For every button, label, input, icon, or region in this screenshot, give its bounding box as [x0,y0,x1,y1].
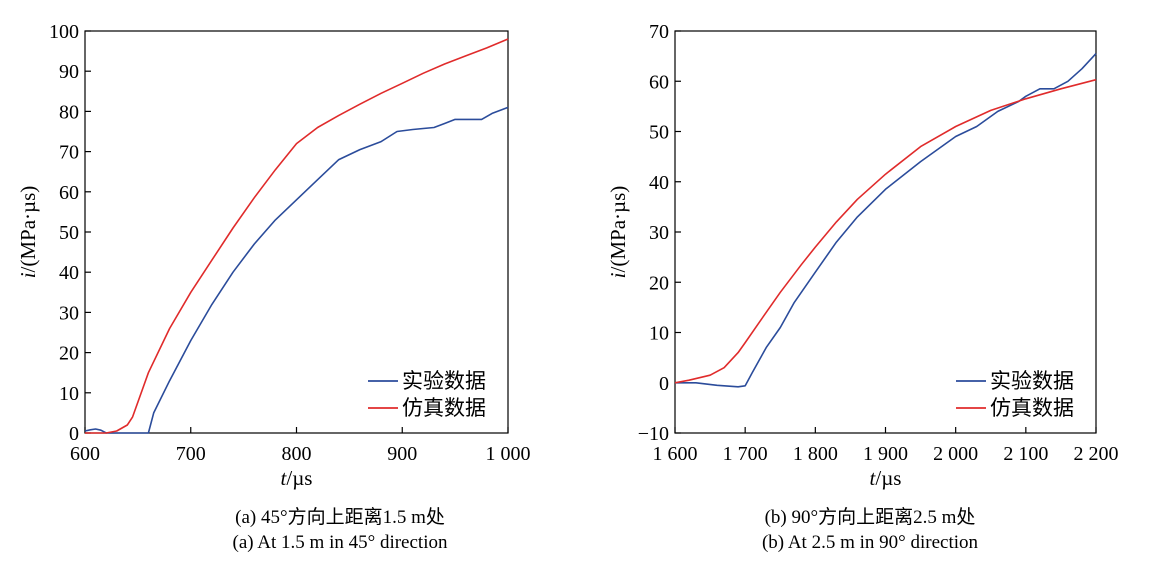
caption-a-cn: (a) 45°方向上距离1.5 m处 [235,507,445,528]
legend-label-simulation: 仿真数据 [402,396,486,420]
chart-b: −10 0 10 20 30 40 50 60 70 1 600 1 700 1 800 1 900 2 … [606,21,1119,490]
x-tick-label: 1 000 [486,443,531,465]
x-tick-label: 800 [282,443,312,465]
caption-b-en: (b) At 2.5 m in 90° direction [761,532,979,553]
x-tick-label: 700 [176,443,206,465]
legend-label-simulation: 仿真数据 [990,396,1074,420]
x-axis-label-unit: /µs [286,466,312,490]
y-tick-label: 10 [59,383,79,405]
caption-a: (a) 45°方向上距离1.5 m处 (a) At 1.5 m in 45° d… [130,505,550,555]
x-axis-label-unit: /µs [875,466,901,490]
series-line-simulation [674,78,1097,384]
y-tick-label: 90 [59,61,79,83]
x-axis-label-var: t [870,466,877,490]
y-axis-label: i/(MPa·µs) [16,186,40,279]
y-axis-label-var: i [16,272,40,278]
y-tick-label: 60 [649,71,669,93]
x-tick-label: 2 000 [933,443,978,465]
x-tick-label: 1 700 [723,443,768,465]
y-tick-label: 40 [59,262,79,284]
y-tick-label: 70 [59,142,79,164]
chart-a: 0 10 20 30 40 50 60 70 80 90 100 600 700 800 900 1 000 t… [16,21,531,490]
caption-a-en: (a) At 1.5 m in 45° direction [232,532,448,553]
legend-label-experiment: 实验数据 [990,369,1074,393]
y-tick-label: 30 [649,222,669,244]
y-tick-label: 50 [649,122,669,144]
x-tick-label: 2 100 [1003,443,1048,465]
y-tick-label: 50 [59,222,79,244]
caption-b: (b) 90°方向上距离2.5 m处 (b) At 2.5 m in 90° d… [660,505,1080,555]
series-line-experiment [675,53,1097,388]
y-tick-label: 30 [59,302,79,324]
x-tick-label: 1 900 [863,443,908,465]
x-tick-label: 1 600 [653,443,698,465]
y-tick-label: −10 [638,423,669,445]
x-axis-label: t/µs [281,466,313,490]
y-axis-label-unit: /(MPa·µs) [606,186,630,273]
y-tick-label: 20 [649,272,669,294]
y-axis-label: i/(MPa·µs) [606,186,630,279]
y-tick-label: 70 [649,21,669,43]
y-tick-label: 20 [59,343,79,365]
x-axis-label: t/µs [870,466,902,490]
y-tick-label: 10 [649,323,669,345]
x-axis-label-var: t [281,466,288,490]
series-line-experiment [84,106,509,434]
x-tick-label: 1 800 [793,443,838,465]
y-tick-label: 0 [659,373,669,395]
legend-label-experiment: 实验数据 [402,369,486,393]
x-tick-label: 2 200 [1074,443,1119,465]
series-line-simulation [85,38,509,434]
y-tick-label: 100 [49,21,79,43]
y-tick-label: 80 [59,101,79,123]
x-tick-label: 900 [387,443,417,465]
y-tick-label: 40 [649,172,669,194]
y-tick-label: 60 [59,182,79,204]
caption-b-cn: (b) 90°方向上距离2.5 m处 [764,507,976,528]
x-tick-label: 600 [70,443,100,465]
y-axis-label-var: i [606,272,630,278]
y-axis-label-unit: /(MPa·µs) [16,186,40,273]
y-tick-label: 0 [69,423,79,445]
